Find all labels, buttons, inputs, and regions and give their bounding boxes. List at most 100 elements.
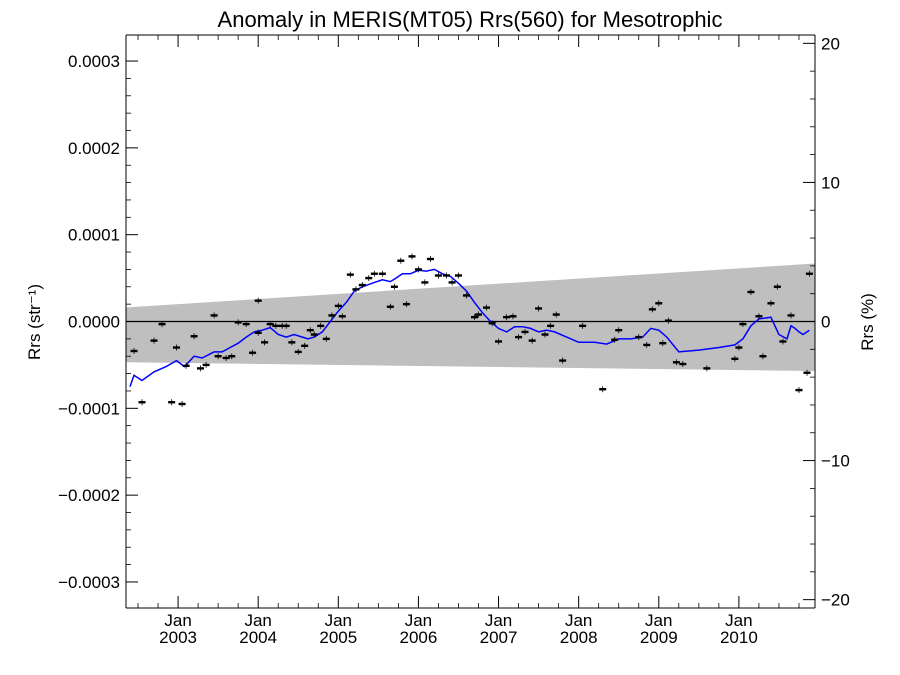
anomaly-point bbox=[767, 300, 775, 307]
x-tick-month-label: Jan bbox=[325, 611, 352, 630]
anomaly-point bbox=[552, 311, 560, 318]
anomaly-point bbox=[483, 304, 491, 311]
anomaly-point bbox=[182, 362, 190, 369]
anomaly-point bbox=[346, 271, 354, 278]
anomaly-point bbox=[442, 272, 450, 279]
x-tick-year-label: 2008 bbox=[560, 628, 598, 647]
right-tick-label: 0 bbox=[821, 313, 830, 332]
left-tick-label: −0.0002 bbox=[58, 486, 120, 505]
anomaly-point bbox=[266, 321, 274, 328]
x-tick-month-label: Jan bbox=[725, 611, 752, 630]
anomaly-point bbox=[579, 322, 587, 329]
x-tick-month-label: Jan bbox=[565, 611, 592, 630]
x-tick-year-label: 2005 bbox=[319, 628, 357, 647]
anomaly-point bbox=[402, 301, 410, 308]
left-tick-label: 0.0001 bbox=[68, 226, 120, 245]
anomaly-point bbox=[130, 348, 138, 355]
anomaly-point bbox=[664, 317, 672, 324]
anomaly-point bbox=[168, 399, 176, 406]
x-tick-year-label: 2007 bbox=[480, 628, 518, 647]
anomaly-point bbox=[773, 283, 781, 290]
anomaly-point bbox=[488, 320, 496, 327]
anomaly-point bbox=[615, 327, 623, 334]
anomaly-point bbox=[370, 270, 378, 277]
anomaly-point bbox=[495, 338, 503, 345]
anomaly-point bbox=[611, 336, 619, 343]
anomaly-point bbox=[648, 306, 656, 313]
x-tick-year-label: 2004 bbox=[239, 628, 277, 647]
anomaly-point bbox=[759, 353, 767, 360]
anomaly-point bbox=[735, 344, 743, 351]
anomaly-point bbox=[454, 272, 462, 279]
anomaly-point bbox=[310, 331, 318, 338]
anomaly-point bbox=[261, 339, 269, 346]
anomaly-point bbox=[214, 353, 222, 360]
x-tick-month-label: Jan bbox=[164, 611, 191, 630]
anomaly-point bbox=[294, 348, 302, 355]
anomaly-point bbox=[278, 322, 286, 329]
anomaly-point bbox=[202, 361, 210, 368]
anomaly-point bbox=[731, 355, 739, 362]
right-tick-label: −10 bbox=[821, 452, 850, 471]
confidence-band-layer bbox=[126, 263, 815, 372]
anomaly-point bbox=[222, 354, 230, 361]
anomaly-point bbox=[643, 341, 651, 348]
x-tick-year-label: 2003 bbox=[159, 628, 197, 647]
anomaly-point bbox=[515, 334, 523, 341]
y-axis-left-label: Rrs (str⁻¹) bbox=[25, 284, 44, 360]
chart-title: Anomaly in MERIS(MT05) Rrs(560) for Meso… bbox=[218, 7, 723, 32]
anomaly-point bbox=[635, 334, 643, 341]
anomaly-point bbox=[659, 340, 667, 347]
y-axis-right-label: Rrs (%) bbox=[858, 293, 877, 351]
anomaly-point bbox=[352, 286, 360, 293]
anomaly-point bbox=[306, 327, 314, 334]
anomaly-point bbox=[795, 387, 803, 394]
anomaly-point bbox=[503, 314, 511, 321]
anomaly-point bbox=[755, 313, 763, 320]
anomaly-point bbox=[197, 365, 205, 372]
anomaly-point bbox=[547, 322, 555, 329]
anomaly-point bbox=[747, 288, 755, 295]
anomaly-point bbox=[322, 335, 330, 342]
x-tick-month-label: Jan bbox=[645, 611, 672, 630]
anomaly-point bbox=[210, 312, 218, 319]
anomaly-point bbox=[672, 359, 680, 366]
anomaly-point bbox=[328, 312, 336, 319]
anomaly-point bbox=[365, 275, 373, 282]
right-tick-label: −20 bbox=[821, 591, 850, 610]
anomaly-point bbox=[421, 279, 429, 286]
anomaly-point bbox=[703, 365, 711, 372]
anomaly-point bbox=[190, 333, 198, 340]
anomaly-point bbox=[448, 279, 456, 286]
anomaly-point bbox=[426, 255, 434, 262]
right-tick-label: 20 bbox=[821, 34, 840, 53]
x-tick-year-label: 2009 bbox=[640, 628, 678, 647]
anomaly-point bbox=[559, 357, 567, 364]
anomaly-point bbox=[541, 331, 549, 338]
anomaly-point bbox=[509, 313, 517, 320]
anomaly-point bbox=[254, 297, 262, 304]
anomaly-point bbox=[739, 321, 747, 328]
anomaly-point bbox=[288, 339, 296, 346]
anomaly-point bbox=[254, 329, 262, 336]
anomaly-point bbox=[787, 312, 795, 319]
confidence-band bbox=[126, 263, 815, 372]
anomaly-point bbox=[282, 322, 290, 329]
anomaly-point bbox=[521, 328, 529, 335]
anomaly-point bbox=[386, 303, 394, 310]
anomaly-point bbox=[599, 386, 607, 393]
anomaly-point bbox=[178, 400, 186, 407]
left-tick-label: 0.0000 bbox=[68, 313, 120, 332]
left-tick-label: 0.0003 bbox=[68, 52, 120, 71]
anomaly-point bbox=[471, 314, 479, 321]
anomaly-points-layer bbox=[130, 253, 813, 407]
anomaly-point bbox=[138, 399, 146, 406]
anomaly-point bbox=[434, 272, 442, 279]
x-tick-year-label: 2010 bbox=[720, 628, 758, 647]
x-tick-month-label: Jan bbox=[244, 611, 271, 630]
left-tick-label: −0.0001 bbox=[58, 399, 120, 418]
anomaly-point bbox=[228, 353, 236, 360]
x-tick-year-label: 2006 bbox=[400, 628, 438, 647]
smoothed-anomaly-line bbox=[129, 268, 810, 387]
